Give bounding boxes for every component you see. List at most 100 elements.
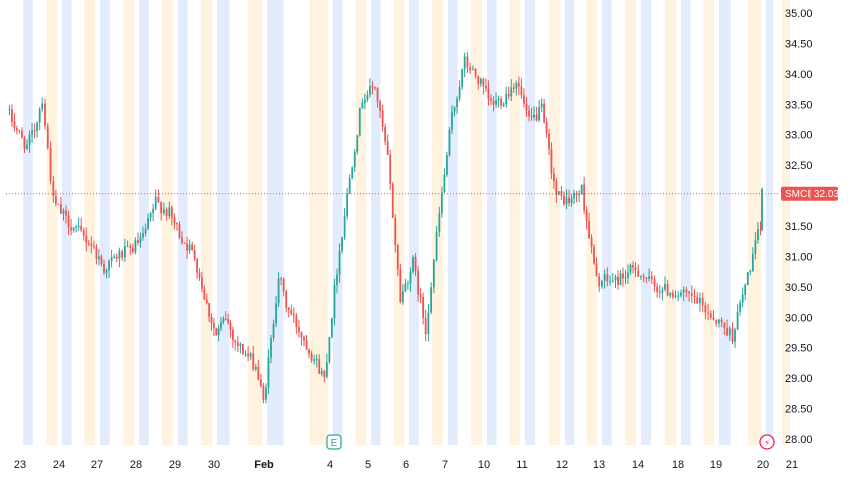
candle <box>262 382 265 404</box>
candle-body <box>533 114 535 118</box>
candle <box>540 98 543 113</box>
candle <box>60 196 62 215</box>
candle-body <box>538 107 541 121</box>
candle <box>666 280 669 297</box>
candle <box>303 335 305 347</box>
candle <box>16 125 18 135</box>
lightning-badge[interactable]: ⚡ <box>759 434 775 450</box>
candle <box>627 264 629 284</box>
symbol-price-tag[interactable]: SMCI 32.03 <box>781 186 839 201</box>
candle-body <box>399 269 402 303</box>
candle <box>8 105 11 116</box>
candle <box>432 259 435 294</box>
candle-body <box>16 128 18 131</box>
candle <box>682 286 685 301</box>
candle <box>227 313 230 325</box>
candle-body <box>629 265 632 273</box>
candle <box>757 221 759 244</box>
candle-body <box>517 82 520 87</box>
candle <box>585 206 588 230</box>
candle <box>658 284 661 299</box>
candle-body <box>440 192 443 213</box>
candle <box>142 226 144 241</box>
candle <box>92 240 95 250</box>
candle <box>555 177 558 203</box>
candle <box>749 269 752 276</box>
candle <box>323 369 326 383</box>
candle <box>648 268 650 282</box>
candle-body <box>736 311 739 330</box>
candle-body <box>430 287 433 313</box>
candle <box>424 309 427 342</box>
candle <box>38 107 41 131</box>
price-axis[interactable]: 35.00 34.50 34.00 33.50 33.00 32.50 31.50 31.00… <box>785 8 813 446</box>
candle-body <box>540 103 543 108</box>
session-stripe-post <box>747 0 761 445</box>
candle <box>601 279 603 289</box>
time-axis[interactable]: 23 24 27 28 29 30 Feb 4 5 6 7 10 11 12 13 14 18 19 20 21 <box>14 459 798 471</box>
candle <box>704 302 707 320</box>
candle-body <box>617 276 619 285</box>
candle <box>611 273 614 283</box>
candle <box>105 268 108 279</box>
session-stripe-pre <box>641 0 651 445</box>
candle <box>41 97 44 113</box>
time-tick-label: 23 <box>14 459 26 471</box>
candle <box>469 62 472 74</box>
candle <box>208 302 211 322</box>
candle-body <box>310 353 313 361</box>
candle-body <box>285 291 288 308</box>
candle-body <box>236 342 239 346</box>
session-stripe-post <box>664 0 676 445</box>
candle-body <box>77 225 80 227</box>
candle-body <box>500 98 503 106</box>
earnings-badge[interactable]: E <box>326 434 342 450</box>
candle-body <box>718 319 720 324</box>
candle-body <box>585 210 588 222</box>
candle-body <box>170 207 173 218</box>
candle <box>285 289 288 313</box>
candle-body <box>144 229 147 234</box>
candle <box>259 373 262 388</box>
candle <box>154 189 157 211</box>
candle-body <box>67 215 70 228</box>
candle <box>543 99 546 124</box>
session-stripe-post <box>509 0 520 445</box>
candle-body <box>712 317 715 320</box>
candle <box>412 255 414 274</box>
candle <box>674 290 677 299</box>
candle <box>33 123 36 139</box>
time-tick-label: 28 <box>130 459 142 471</box>
candle-body <box>110 257 113 261</box>
candle <box>593 244 595 265</box>
time-tick-label: 20 <box>757 459 769 471</box>
price-tick-label: 32.50 <box>785 160 813 172</box>
candle <box>31 122 33 143</box>
candle-body <box>346 193 349 217</box>
candle <box>193 244 196 262</box>
candle-body <box>11 109 13 122</box>
candle-body <box>259 379 262 386</box>
candle <box>118 247 121 268</box>
candle-body <box>31 130 33 135</box>
candle <box>318 354 321 374</box>
candle <box>152 203 155 222</box>
time-tick-label: 11 <box>516 459 527 471</box>
candle-body <box>147 217 149 230</box>
candle-body <box>178 224 181 238</box>
candle-body <box>173 217 176 224</box>
candle <box>242 343 244 355</box>
candle-body <box>563 195 565 205</box>
candle <box>606 267 609 287</box>
candle <box>685 286 688 298</box>
candle-body <box>44 103 46 127</box>
candle <box>495 92 497 108</box>
candle-body <box>422 297 425 318</box>
candle <box>65 205 67 224</box>
candle <box>292 307 295 323</box>
candle-body <box>640 276 642 278</box>
candle <box>451 105 453 135</box>
candle-body <box>598 276 601 287</box>
